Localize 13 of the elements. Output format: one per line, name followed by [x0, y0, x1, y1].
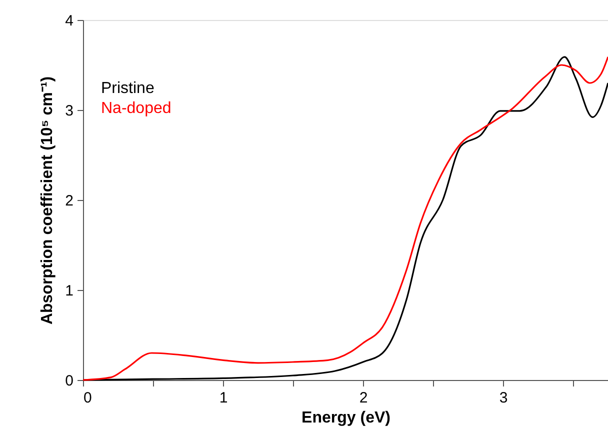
y-tick-label: 4 [65, 12, 74, 30]
x-tick-label: 3 [499, 390, 508, 406]
text: Pristine [101, 80, 154, 97]
y-tick-label: 3 [65, 102, 74, 120]
y-tick-label: 1 [65, 282, 74, 300]
text: Na-doped [101, 100, 172, 117]
x-tick-label: 1 [219, 390, 228, 406]
x-axis-title: Energy (eV) [302, 410, 390, 426]
y-tick-label: 0 [65, 372, 74, 390]
y-tick-label: 2 [65, 192, 74, 210]
x-tick-label: 0 [84, 390, 92, 406]
y-axis-title: Absorption coefficient (10⁵ cm⁻¹) [39, 76, 56, 325]
x-tick-label: 2 [359, 390, 368, 406]
